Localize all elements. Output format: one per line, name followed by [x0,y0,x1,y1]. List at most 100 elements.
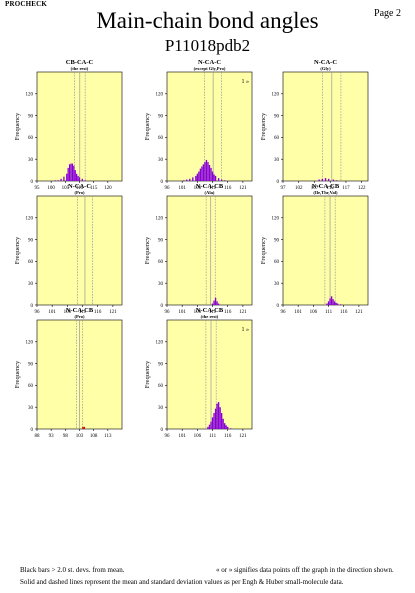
x-tick-label: 122 [358,186,366,191]
y-tick-label: 30 [158,158,164,163]
y-tick-label: 30 [274,158,280,163]
page-subtitle: P11018pdb2 [164,36,251,55]
y-tick-label: 0 [277,304,280,309]
x-tick-label: 96 [165,310,171,315]
x-tick-label: 88 [35,434,41,439]
histogram-bar [223,180,226,181]
y-tick-label: 120 [156,217,164,222]
chart-title: N-CA-CB [312,183,340,190]
y-tick-label: 60 [28,260,34,265]
page-title: Main-chain bond angles [96,8,319,33]
y-tick-label: 90 [158,238,164,243]
histogram-bar [217,178,220,181]
histogram-bar [333,301,336,305]
y-axis-label: Frequency [260,236,267,264]
chart-panel: N-CA-C(Gly) 0 30 60 90 120 Frequency 97 102 107 11… [260,59,369,191]
histogram-bar [207,426,209,429]
histogram-bar [198,171,200,181]
histogram-bar [324,178,327,181]
histogram-bar [223,423,226,429]
histogram-bar [213,300,215,305]
y-tick-label: 0 [161,180,164,185]
y-tick-label: 90 [28,114,34,119]
x-tick-label: 96 [165,186,171,191]
y-tick-label: 90 [274,238,280,243]
histogram-bar [196,173,199,181]
histogram-bar [208,165,211,181]
histogram-bar [74,170,76,181]
histogram-bar [335,180,338,181]
y-axis-label: Frequency [144,112,151,140]
plot-area [36,195,123,306]
y-tick-label: 0 [161,304,164,309]
chart-panel: N-CA-CB(Pro) 0 30 60 90 120 Frequency 88 93 98 103… [14,307,123,439]
chart-subtitle: (the rest) [71,66,89,71]
chart-panel: N-CA-CB(Ile,Thr,Val) 0 30 60 90 120 Frequency 9… [260,183,369,315]
chart-title: N-CA-CB [196,307,224,314]
y-axis-label: Frequency [144,236,151,264]
x-tick-label: 96 [281,310,287,315]
x-tick-label: 101 [294,310,302,315]
histogram-bar [183,180,185,181]
x-tick-label: 111 [209,310,217,315]
histogram-bar [82,426,84,429]
y-axis-label: Frequency [14,112,21,140]
histogram-bar [327,178,330,181]
y-tick-label: 30 [28,406,34,411]
x-tick-label: 121 [239,434,247,439]
chart-subtitle: (Ala) [205,190,215,195]
chart-subtitle: (Gly) [320,66,331,71]
plot-area [166,71,253,182]
x-tick-label: 110 [76,186,84,191]
x-tick-label: 101 [178,434,186,439]
histogram-bar [201,166,203,181]
chart-subtitle: (Pro) [74,314,85,319]
y-tick-label: 0 [31,304,34,309]
histogram-bar [335,302,337,305]
histogram-bar [70,163,72,181]
y-tick-label: 60 [28,136,34,141]
histogram-bar [222,418,224,429]
y-tick-label: 120 [156,93,164,98]
y-tick-label: 60 [158,384,164,389]
x-tick-label: 106 [310,310,318,315]
histogram-bar [326,303,328,305]
histogram-bar [195,175,197,181]
x-tick-label: 116 [224,186,232,191]
histogram-bar [225,425,227,429]
chart-title: N-CA-C [198,59,221,66]
chart-subtitle: (except Gly,Pro) [194,66,226,71]
y-tick-label: 0 [31,428,34,433]
y-tick-label: 120 [156,341,164,346]
histogram-bar [210,421,212,429]
footer-note-bars: Black bars > 2.0 st. devs. from mean. [20,566,125,574]
x-tick-label: 115 [90,186,98,191]
x-tick-label: 106 [194,186,202,191]
histogram-bar [216,403,218,429]
histogram-bar [186,179,188,181]
y-axis-label: Frequency [144,360,151,388]
y-tick-label: 90 [28,238,34,243]
y-tick-label: 120 [272,93,280,98]
x-tick-label: 103 [76,434,84,439]
histogram-bar [202,164,205,181]
histogram-bar [66,173,68,181]
chart-panel: N-CA-CB(the rest) 0 30 60 90 120 Frequency 96 10… [144,307,253,439]
y-tick-label: 60 [158,260,164,265]
chart-title: N-CA-C [314,59,337,66]
plot-area [282,195,369,306]
x-tick-label: 102 [295,186,303,191]
offscale-marker: 1 » [242,327,250,333]
x-tick-label: 111 [79,310,87,315]
histogram-bar [213,174,215,181]
histogram-bar [213,413,215,429]
histogram-bar [208,424,211,429]
chart-panel: N-CA-C(Pro) 0 30 60 90 120 Frequency 96 101 106 11… [14,183,123,315]
histogram-bar [211,417,214,429]
chart-subtitle: (the rest) [201,314,219,319]
x-tick-label: 116 [224,434,232,439]
x-tick-label: 107 [311,186,319,191]
chart-panel: CB-CA-C(the rest) 0 30 60 90 120 Frequency 95 10… [14,59,123,191]
x-tick-label: 95 [35,186,41,191]
chart-title: N-CA-CB [66,307,94,314]
